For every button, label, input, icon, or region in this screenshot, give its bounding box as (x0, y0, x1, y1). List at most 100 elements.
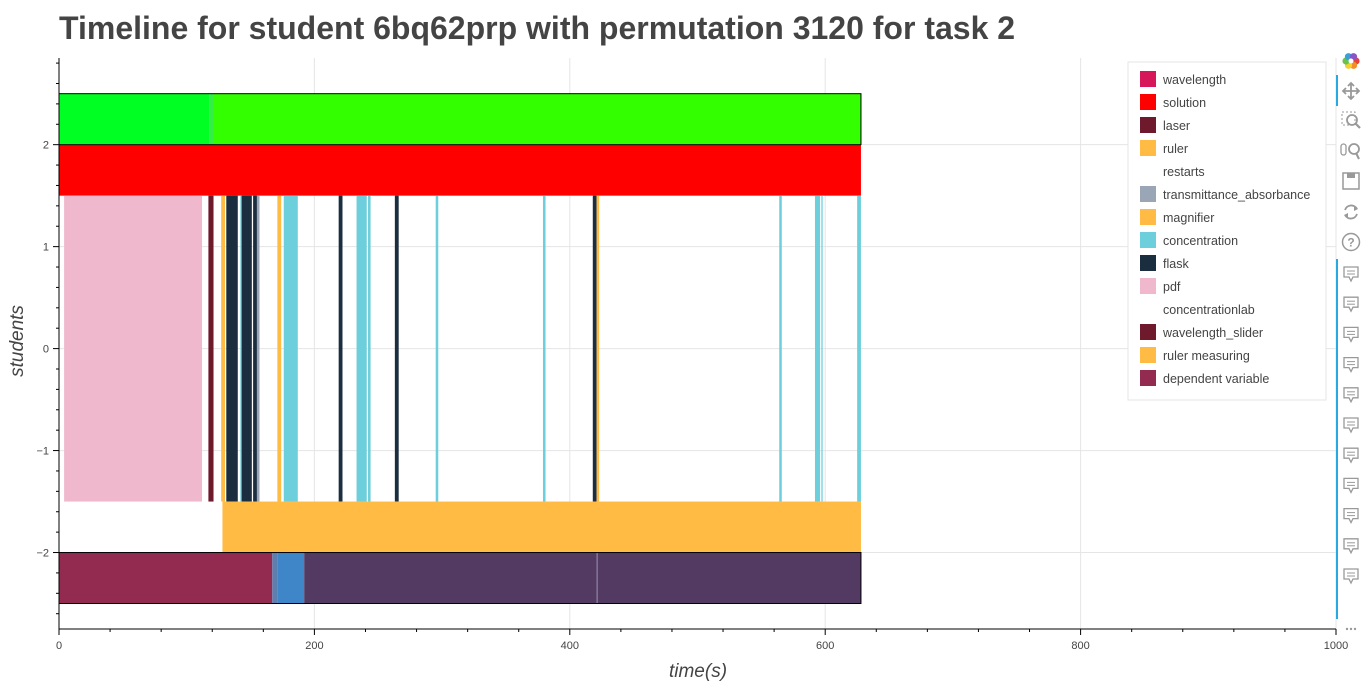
timeline-segment (59, 93, 210, 145)
band-row (59, 93, 861, 145)
legend-label: concentrationlab (1163, 303, 1255, 317)
hover-icon[interactable] (1343, 356, 1359, 374)
legend-swatch (1140, 347, 1156, 363)
legend-label: wavelength (1162, 73, 1226, 87)
timeline-segment (209, 93, 214, 145)
legend-item[interactable]: transmittance_absorbance (1140, 186, 1310, 202)
hover-icon[interactable] (1343, 447, 1359, 464)
legend-swatch (1140, 140, 1156, 156)
band-row (59, 144, 861, 196)
y-tick-label: 2 (43, 140, 49, 152)
legend-swatch (1140, 94, 1156, 110)
x-axis-label: time(s) (669, 661, 727, 682)
legend-label: restarts (1163, 165, 1205, 179)
hover-icon[interactable] (1343, 538, 1359, 555)
legend-item[interactable]: solution (1140, 94, 1206, 110)
legend-swatch (1140, 370, 1156, 386)
wheel-zoom-icon[interactable] (1340, 143, 1360, 160)
axes (58, 58, 1336, 630)
legend-item[interactable]: restarts (1140, 163, 1205, 179)
legend-item[interactable]: laser (1140, 117, 1190, 133)
legend-item[interactable]: dependent variable (1140, 370, 1269, 386)
legend-label: concentration (1163, 234, 1238, 248)
timeline-segment (59, 552, 273, 604)
legend-swatch (1140, 232, 1156, 248)
timeline-segment (821, 195, 823, 502)
timeline-segment (208, 195, 214, 502)
hover-icon[interactable] (1343, 296, 1359, 313)
legend-item[interactable]: concentration (1140, 232, 1238, 248)
x-tick-label: 800 (1071, 640, 1089, 652)
legend-swatch (1140, 278, 1156, 294)
chart-title: Timeline for student 6bq62prp with permu… (59, 10, 1015, 46)
timeline-segment (59, 144, 861, 196)
legend-item[interactable]: pdf (1140, 278, 1181, 294)
bokeh-logo-icon[interactable] (1342, 53, 1360, 69)
hover-icon[interactable] (1343, 326, 1359, 343)
timeline-segment (253, 195, 257, 502)
legend-swatch (1140, 71, 1156, 87)
timeline-segment (241, 195, 252, 502)
legend-label: pdf (1163, 280, 1181, 294)
timeline-segment (283, 195, 298, 502)
timeline-segment (597, 552, 861, 604)
hover-icon[interactable] (1343, 507, 1359, 525)
legend-item[interactable]: ruler (1140, 140, 1188, 156)
timeline-segment (272, 552, 278, 604)
timeline-segment (213, 93, 861, 145)
help-icon[interactable]: ? (1341, 232, 1361, 252)
timeline-segment (256, 195, 260, 502)
legend-label: transmittance_absorbance (1163, 188, 1310, 202)
legend-item[interactable]: wavelength (1140, 71, 1226, 87)
legend-item[interactable]: magnifier (1140, 209, 1214, 225)
y-tick-label: −2 (36, 548, 49, 560)
pan-icon[interactable] (1341, 81, 1361, 101)
save-icon[interactable] (1342, 172, 1360, 190)
legend-label: solution (1163, 96, 1206, 110)
x-tick-label: 1000 (1324, 640, 1348, 652)
hover-icon[interactable] (1343, 266, 1359, 283)
timeline-segment (596, 195, 600, 502)
timeline-segment (542, 195, 546, 502)
legend-box (1127, 61, 1327, 401)
y-tick-label: 1 (43, 242, 49, 254)
timeline-segment (779, 195, 782, 502)
hover-icon[interactable] (1343, 387, 1359, 404)
legend-swatch (1140, 209, 1156, 225)
timeline-segment (814, 195, 821, 502)
timeline-segment (221, 195, 226, 502)
legend-swatch (1140, 186, 1156, 202)
box-zoom-icon[interactable] (1341, 111, 1361, 129)
timeline-segment (356, 195, 367, 502)
legend-label: wavelength_slider (1162, 326, 1263, 340)
legend-item[interactable]: flask (1140, 255, 1189, 271)
timeline-segment (222, 501, 861, 553)
x-tick-label: 600 (816, 640, 834, 652)
reset-icon[interactable] (1344, 204, 1358, 220)
y-tick-label: 0 (43, 344, 49, 356)
more-icon[interactable] (1345, 627, 1357, 631)
timeline-segment (304, 552, 597, 604)
hover-icon[interactable] (1343, 568, 1359, 585)
y-axis-label: students (7, 305, 28, 377)
band-row (59, 552, 861, 604)
timeline-segment (277, 195, 282, 502)
legend-item[interactable]: ruler measuring (1140, 347, 1250, 363)
hover-icon[interactable] (1343, 417, 1359, 434)
legend-item[interactable]: wavelength_slider (1140, 324, 1263, 340)
timeline-segment (240, 195, 242, 502)
timeline-segment (64, 195, 203, 502)
legend: wavelength solution laser ruler restarts tran… (1127, 61, 1327, 401)
hover-icon[interactable] (1343, 477, 1359, 494)
timeline-segment (277, 552, 305, 604)
x-tick-label: 0 (56, 640, 62, 652)
band-row (222, 501, 861, 553)
legend-label: magnifier (1163, 211, 1214, 225)
timeline-segment (435, 195, 439, 502)
timeline-segment (394, 195, 399, 502)
timeline-segment (857, 195, 861, 502)
legend-item[interactable]: concentrationlab (1140, 301, 1255, 317)
x-tick-label: 200 (305, 640, 323, 652)
band-row (64, 195, 861, 502)
legend-label: flask (1163, 257, 1189, 271)
